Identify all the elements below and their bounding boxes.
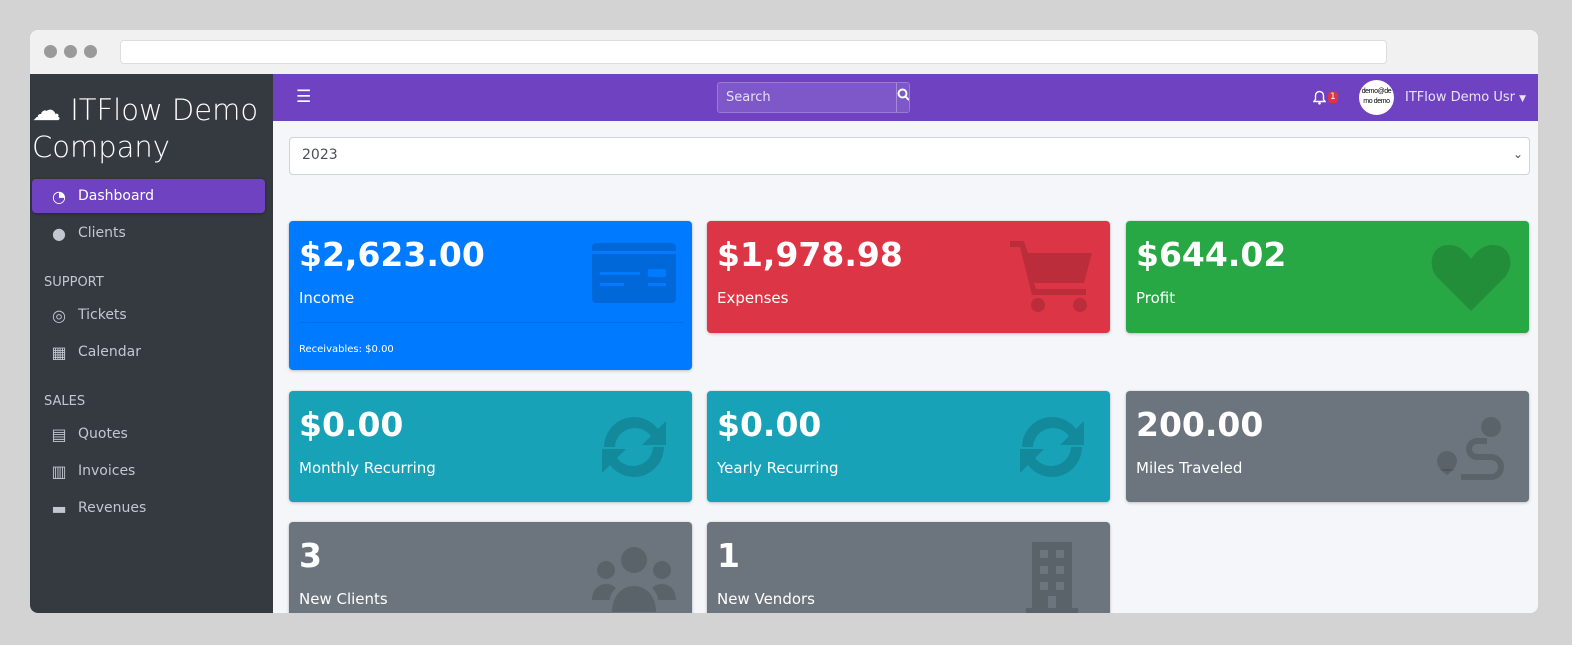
stat-label: New Vendors [717, 590, 815, 608]
stat-value: $0.00 [717, 405, 822, 444]
stat-card-new-vendors[interactable]: 1 New Vendors [707, 522, 1110, 613]
stat-card-profit[interactable]: $644.02 Profit [1126, 221, 1529, 333]
users-icon [592, 547, 676, 612]
sidebar-item-invoices[interactable]: ▥ Invoices [32, 454, 265, 488]
browser-chrome [30, 30, 1538, 74]
sidebar-item-dashboard[interactable]: ◔ Dashboard [32, 179, 265, 213]
stat-footer: Receivables: $0.00 [299, 322, 684, 355]
sidebar-item-label: Tickets [78, 307, 127, 323]
bell-icon[interactable] [1313, 90, 1326, 105]
stat-card-income[interactable]: $2,623.00 Income Receivables: $0.00 [289, 221, 692, 370]
window-dot [44, 45, 57, 58]
cloud-icon: ☁ [32, 93, 61, 127]
sync-icon [1020, 417, 1084, 477]
chevron-down-icon: ⌄ [1512, 147, 1523, 161]
browser-window: ☁ ITFlow Demo Company ◔ Dashboard ● Client… [30, 30, 1538, 613]
search-button[interactable] [896, 83, 909, 112]
sidebar-item-label: Invoices [78, 463, 136, 479]
sidebar-item-label: Dashboard [78, 188, 154, 204]
stat-value: $1,978.98 [717, 235, 903, 274]
calendar-icon: ▦ [51, 342, 67, 362]
stat-label: Profit [1136, 289, 1176, 307]
address-bar[interactable] [120, 40, 1387, 64]
top-navbar: ☰ 1 demo@demo demo ITFlow Demo Usr ▼ [273, 74, 1538, 121]
sidebar-item-clients[interactable]: ● Clients [32, 216, 265, 250]
brand-name: ITFlow Demo Company [32, 93, 259, 164]
window-dot [84, 45, 97, 58]
stat-card-miles-traveled[interactable]: 200.00 Miles Traveled [1126, 391, 1529, 502]
search-icon [897, 88, 909, 101]
stat-value: 3 [299, 536, 322, 575]
shopping-cart-icon [1010, 241, 1092, 312]
avatar[interactable]: demo@demo demo [1359, 80, 1394, 115]
credit-card-icon: ▬ [51, 498, 67, 518]
sidebar-item-calendar[interactable]: ▦ Calendar [32, 335, 265, 369]
users-icon: ● [52, 223, 66, 243]
file-icon: ▤ [51, 424, 67, 444]
stat-value: $0.00 [299, 405, 404, 444]
sidebar: ☁ ITFlow Demo Company ◔ Dashboard ● Client… [30, 74, 273, 613]
user-name: ITFlow Demo Usr [1405, 90, 1515, 105]
stat-value: 1 [717, 536, 740, 575]
tachometer-icon: ◔ [52, 186, 66, 206]
sync-icon [602, 417, 666, 477]
stat-card-yearly-recurring[interactable]: $0.00 Yearly Recurring [707, 391, 1110, 502]
stat-card-expenses[interactable]: $1,978.98 Expenses [707, 221, 1110, 333]
stat-card-monthly-recurring[interactable]: $0.00 Monthly Recurring [289, 391, 692, 502]
menu-toggle-icon[interactable]: ☰ [296, 87, 312, 107]
route-icon [1437, 417, 1504, 480]
notification-badge: 1 [1328, 92, 1338, 103]
brand-link[interactable]: ☁ ITFlow Demo Company [30, 74, 273, 166]
stat-label: Miles Traveled [1136, 459, 1243, 477]
stat-label: New Clients [299, 590, 388, 608]
stat-label: Income [299, 289, 355, 307]
section-header-sales: SALES [44, 394, 86, 409]
user-menu[interactable]: ITFlow Demo Usr ▼ [1405, 90, 1526, 105]
stat-label: Monthly Recurring [299, 459, 436, 477]
main-content: 2023 ⌄ $2,623.00 Income Receivables: $0.0… [273, 121, 1538, 613]
sidebar-item-tickets[interactable]: ◎ Tickets [32, 298, 265, 332]
stat-card-new-clients[interactable]: 3 New Clients [289, 522, 692, 613]
sidebar-item-quotes[interactable]: ▤ Quotes [32, 417, 265, 451]
stat-label: Expenses [717, 289, 789, 307]
year-select[interactable]: 2023 ⌄ [289, 137, 1530, 175]
heart-icon [1431, 245, 1511, 311]
search-form [717, 82, 910, 113]
stat-label: Yearly Recurring [717, 459, 839, 477]
sidebar-item-label: Calendar [78, 344, 141, 360]
credit-card-icon [592, 243, 676, 303]
search-input[interactable] [718, 83, 896, 112]
sidebar-item-label: Quotes [78, 426, 128, 442]
sidebar-item-label: Clients [78, 225, 126, 241]
building-icon [1026, 542, 1078, 613]
year-select-value: 2023 [302, 147, 338, 163]
sidebar-item-revenues[interactable]: ▬ Revenues [32, 491, 265, 525]
section-header-support: SUPPORT [44, 275, 104, 290]
life-ring-icon: ◎ [52, 305, 66, 325]
stat-value: 200.00 [1136, 405, 1264, 444]
stat-value: $2,623.00 [299, 235, 485, 274]
window-dot [64, 45, 77, 58]
sidebar-item-label: Revenues [78, 500, 147, 516]
stat-value: $644.02 [1136, 235, 1287, 274]
invoice-icon: ▥ [51, 461, 67, 481]
caret-down-icon: ▼ [1519, 94, 1527, 104]
